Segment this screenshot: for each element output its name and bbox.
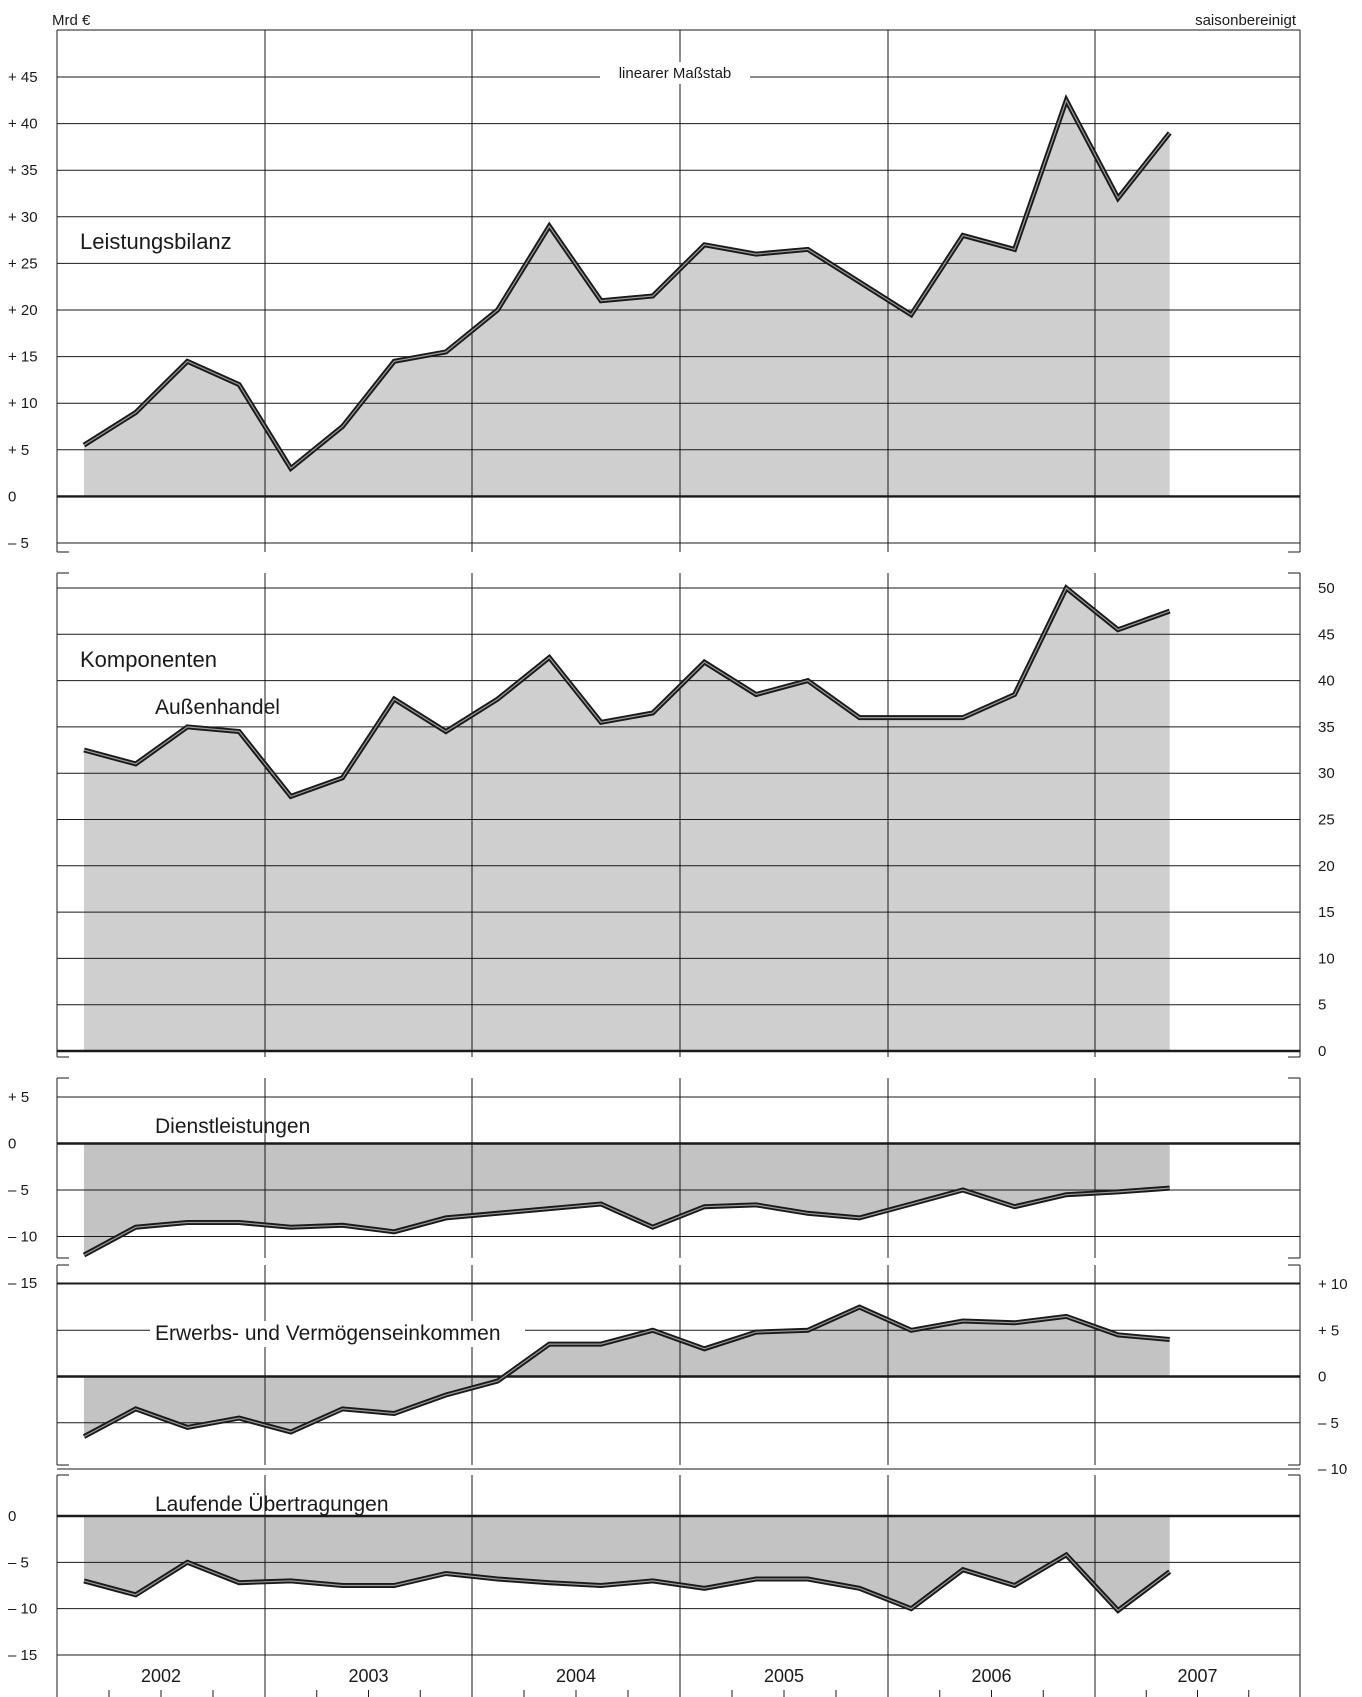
grid-layer bbox=[56, 30, 1301, 1697]
y-tick-label: + 35 bbox=[8, 162, 38, 179]
y-tick-label: + 10 bbox=[1318, 1276, 1348, 1293]
series-label-einkommen: Erwerbs- und Vermögenseinkommen bbox=[155, 1322, 501, 1345]
y-tick-label: 40 bbox=[1318, 673, 1335, 690]
series-area bbox=[84, 1516, 1170, 1611]
y-tick-label: – 10 bbox=[8, 1229, 37, 1246]
adjustment-label: saisonbereinigt bbox=[1195, 12, 1297, 29]
y-tick-label: – 5 bbox=[8, 1554, 29, 1571]
y-tick-label: 15 bbox=[1318, 904, 1335, 921]
year-label: 2006 bbox=[971, 1666, 1011, 1686]
area-layer bbox=[84, 100, 1170, 1611]
series-line-highlight bbox=[83, 1554, 1171, 1612]
y-tick-label: + 45 bbox=[8, 69, 38, 86]
series-label-uebertragungen: Laufende Übertragungen bbox=[155, 1493, 389, 1516]
y-tick-label: – 10 bbox=[8, 1601, 37, 1618]
y-tick-label: – 15 bbox=[8, 1647, 37, 1664]
year-label: 2002 bbox=[141, 1666, 181, 1686]
y-tick-label: 5 bbox=[1318, 997, 1326, 1014]
panel-title-komponenten: Komponenten bbox=[80, 647, 217, 672]
series-label-aussenhandel: Außenhandel bbox=[155, 696, 280, 719]
y-tick-label: + 5 bbox=[8, 1089, 29, 1106]
scale-label-bg bbox=[600, 62, 750, 84]
series-label-bg-einkommen bbox=[150, 1321, 525, 1347]
y-tick-label: 0 bbox=[1318, 1043, 1326, 1060]
series-area bbox=[84, 1307, 1170, 1437]
frame-layer bbox=[57, 29, 1300, 1476]
series-line-highlight bbox=[83, 1306, 1170, 1438]
series-line-highlight bbox=[83, 587, 1170, 798]
series-line-highlight bbox=[83, 98, 1171, 470]
y-tick-label: + 15 bbox=[8, 349, 38, 366]
year-label: 2007 bbox=[1177, 1666, 1217, 1686]
series-line-highlight bbox=[83, 1187, 1170, 1256]
y-tick-label: 10 bbox=[1318, 950, 1335, 967]
panel-title-leistungsbilanz: Leistungsbilanz bbox=[80, 229, 232, 254]
y-tick-label: 50 bbox=[1318, 580, 1335, 597]
y-tick-label: + 20 bbox=[8, 302, 38, 319]
y-tick-label: 35 bbox=[1318, 719, 1335, 736]
y-tick-label: 0 bbox=[8, 1136, 16, 1153]
y-tick-label: + 5 bbox=[1318, 1322, 1339, 1339]
scale-label: linearer Maßstab bbox=[619, 65, 732, 82]
y-tick-label: 20 bbox=[1318, 858, 1335, 875]
year-label: 2004 bbox=[556, 1666, 596, 1686]
y-tick-label: – 15 bbox=[8, 1275, 37, 1292]
y-tick-label: – 5 bbox=[1318, 1415, 1339, 1432]
y-tick-label: – 10 bbox=[1318, 1461, 1347, 1478]
line-layer bbox=[82, 94, 1172, 1614]
y-tick-label: – 5 bbox=[8, 1182, 29, 1199]
y-tick-label: 25 bbox=[1318, 812, 1335, 829]
unit-label: Mrd € bbox=[52, 12, 91, 29]
year-label: 2003 bbox=[348, 1666, 388, 1686]
y-tick-label: + 10 bbox=[8, 395, 38, 412]
y-tick-label: 0 bbox=[8, 488, 16, 505]
y-tick-label: + 25 bbox=[8, 255, 38, 272]
y-tick-label: + 30 bbox=[8, 209, 38, 226]
y-tick-label: 30 bbox=[1318, 765, 1335, 782]
y-tick-label: 45 bbox=[1318, 626, 1335, 643]
label-layer: Mrd € saisonbereinigt linearer Maßstab L… bbox=[8, 12, 1348, 1686]
y-tick-label: + 5 bbox=[8, 442, 29, 459]
series-area bbox=[84, 1143, 1170, 1256]
y-tick-label: 0 bbox=[8, 1508, 16, 1525]
y-tick-label: 0 bbox=[1318, 1369, 1326, 1386]
y-tick-label: – 5 bbox=[8, 535, 29, 552]
series-label-dienstleistungen: Dienstleistungen bbox=[155, 1115, 310, 1138]
y-tick-label: + 40 bbox=[8, 116, 38, 133]
year-label: 2005 bbox=[764, 1666, 804, 1686]
